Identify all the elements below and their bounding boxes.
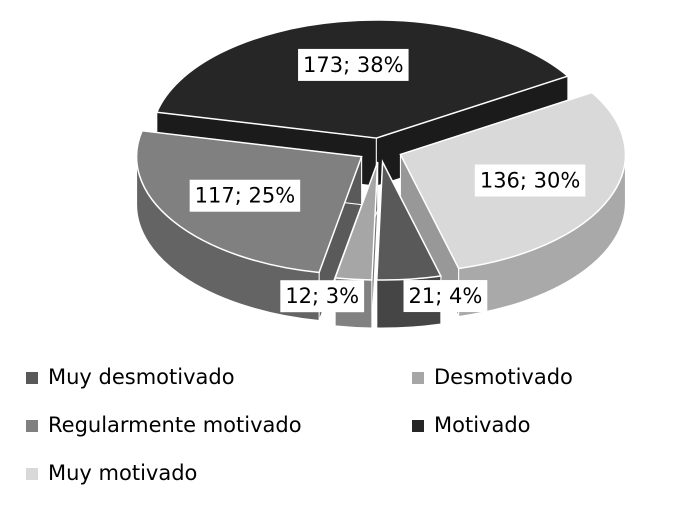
legend-label: Desmotivado [434, 365, 573, 389]
legend-label: Muy desmotivado [48, 365, 235, 389]
data-label: 117; 25% [195, 184, 296, 208]
data-label-box [298, 48, 409, 81]
legend-label: Regularmente motivado [48, 413, 302, 437]
legend-swatch [26, 420, 38, 432]
legend-swatch [26, 372, 38, 384]
data-label: 21; 4% [409, 284, 483, 308]
legend-swatch [26, 468, 38, 480]
legend-swatch [412, 372, 424, 384]
legend-label: Muy motivado [48, 461, 197, 485]
slice [334, 161, 379, 329]
data-label-box [474, 164, 586, 197]
data-label: 173; 38% [303, 53, 404, 77]
data-label-box [189, 179, 301, 212]
slice-top [334, 161, 379, 281]
data-label: 12; 3% [285, 284, 359, 308]
data-label: 136; 30% [480, 168, 581, 192]
slice-top [376, 159, 442, 281]
data-label-box [280, 280, 365, 313]
legend-label: Motivado [434, 413, 531, 437]
data-label-box [403, 280, 488, 313]
legend-swatch [412, 420, 424, 432]
